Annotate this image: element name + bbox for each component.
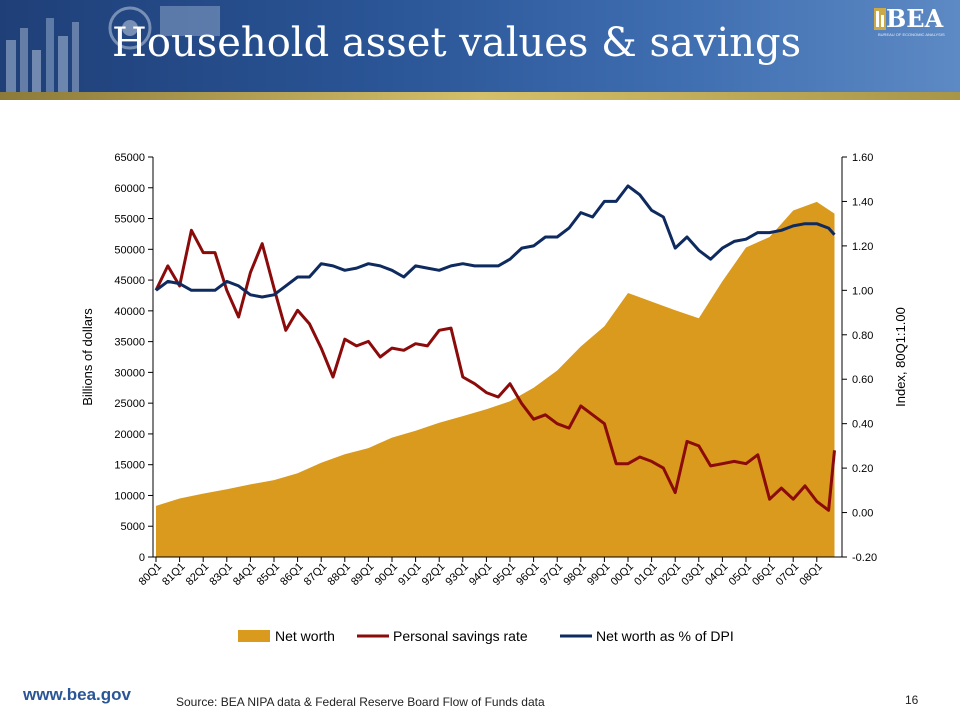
x-tick-label: 00Q1 <box>609 561 637 589</box>
banner-collage-image <box>6 6 220 92</box>
y-tick-label-left: 60000 <box>114 183 145 195</box>
x-tick-label: 97Q1 <box>538 561 566 589</box>
x-tick-label: 06Q1 <box>750 561 778 589</box>
y-tick-label-right: 1.40 <box>852 196 873 208</box>
x-tick-label: 89Q1 <box>349 561 377 589</box>
x-tick-label: 02Q1 <box>656 561 684 589</box>
bea-logo <box>874 8 886 30</box>
y-tick-label-left: 10000 <box>114 490 145 502</box>
y-tick-label-right: 1.00 <box>852 285 873 297</box>
x-tick-label: 91Q1 <box>396 561 424 589</box>
x-tick-label: 94Q1 <box>467 561 495 589</box>
x-tick-label: 86Q1 <box>278 561 306 589</box>
x-tick-label: 85Q1 <box>255 561 283 589</box>
x-tick-label: 80Q1 <box>137 561 165 589</box>
x-tick-label: 82Q1 <box>184 561 212 589</box>
source-note: Source: BEA NIPA data & Federal Reserve … <box>176 695 545 709</box>
y-tick-label-left: 40000 <box>114 306 145 318</box>
x-tick-label: 03Q1 <box>679 561 707 589</box>
banner-divider <box>0 92 960 100</box>
x-tick-label: 05Q1 <box>727 561 755 589</box>
legend-swatch <box>238 630 270 642</box>
x-tick-label: 83Q1 <box>207 561 235 589</box>
page-number: 16 <box>905 693 919 707</box>
dpi-ratio-line <box>155 184 836 299</box>
savings-rate-line <box>154 228 836 512</box>
x-tick-label: 01Q1 <box>632 561 660 589</box>
slide-title: Household asset values & savings <box>112 20 802 66</box>
y-tick-label-right: 0.40 <box>852 419 873 431</box>
legend-label: Net worth as % of DPI <box>596 628 734 644</box>
x-tick-label: 90Q1 <box>373 561 401 589</box>
y-tick-label-left: 25000 <box>114 398 145 410</box>
x-tick-label: 81Q1 <box>160 561 188 589</box>
x-tick-label: 93Q1 <box>443 561 471 589</box>
y-tick-label-right: 0.20 <box>852 463 873 475</box>
logo-subtitle: BUREAU OF ECONOMIC ANALYSIS <box>878 32 945 37</box>
footer-url[interactable]: www.bea.gov <box>23 685 132 704</box>
y-tick-label-left: 65000 <box>114 152 145 164</box>
logo-text: BEA <box>886 4 944 33</box>
y-tick-label-left: 0 <box>139 552 145 564</box>
legend-label: Personal savings rate <box>393 628 528 644</box>
legend: Net worth Personal savings rate Net worth … <box>238 628 734 644</box>
x-tick-label: 96Q1 <box>514 561 542 589</box>
y-tick-label-right: 1.60 <box>852 152 873 164</box>
x-tick-label: 07Q1 <box>774 561 802 589</box>
x-tick-label: 88Q1 <box>325 561 353 589</box>
x-tick-label: 98Q1 <box>561 561 589 589</box>
y-tick-label-right: 0.80 <box>852 330 873 342</box>
y-tick-label-right: 0.00 <box>852 508 873 520</box>
x-tick-label: 99Q1 <box>585 561 613 589</box>
legend-label: Net worth <box>275 628 335 644</box>
y-tick-label-left: 30000 <box>114 367 145 379</box>
y-tick-label-left: 20000 <box>114 429 145 441</box>
chart: 0 5000 10000 15000 20000 25000 30000 35000 40000… <box>80 152 908 644</box>
y-tick-label-left: 35000 <box>114 337 145 349</box>
y-axis-title-right: Index, 80Q1:1.00 <box>893 307 908 407</box>
y-tick-label-left: 45000 <box>114 275 145 287</box>
y-tick-label-left: 50000 <box>114 244 145 256</box>
y-tick-label-left: 15000 <box>114 460 145 472</box>
y-tick-label-right: -0.20 <box>852 552 877 564</box>
x-tick-label: 84Q1 <box>231 561 259 589</box>
x-tick-label: 04Q1 <box>703 561 731 589</box>
y-tick-label-left: 55000 <box>114 214 145 226</box>
title-banner: Household asset values & savings BEA BUR… <box>0 0 960 98</box>
y-tick-label-right: 1.20 <box>852 241 873 253</box>
x-tick-label: 87Q1 <box>302 561 330 589</box>
y-axis-title-left: Billions of dollars <box>80 308 95 406</box>
x-tick-label: 08Q1 <box>797 561 825 589</box>
y-tick-label-left: 5000 <box>121 521 145 533</box>
x-tick-label: 95Q1 <box>491 561 519 589</box>
y-tick-label-right: 0.60 <box>852 374 873 386</box>
x-tick-label: 92Q1 <box>420 561 448 589</box>
